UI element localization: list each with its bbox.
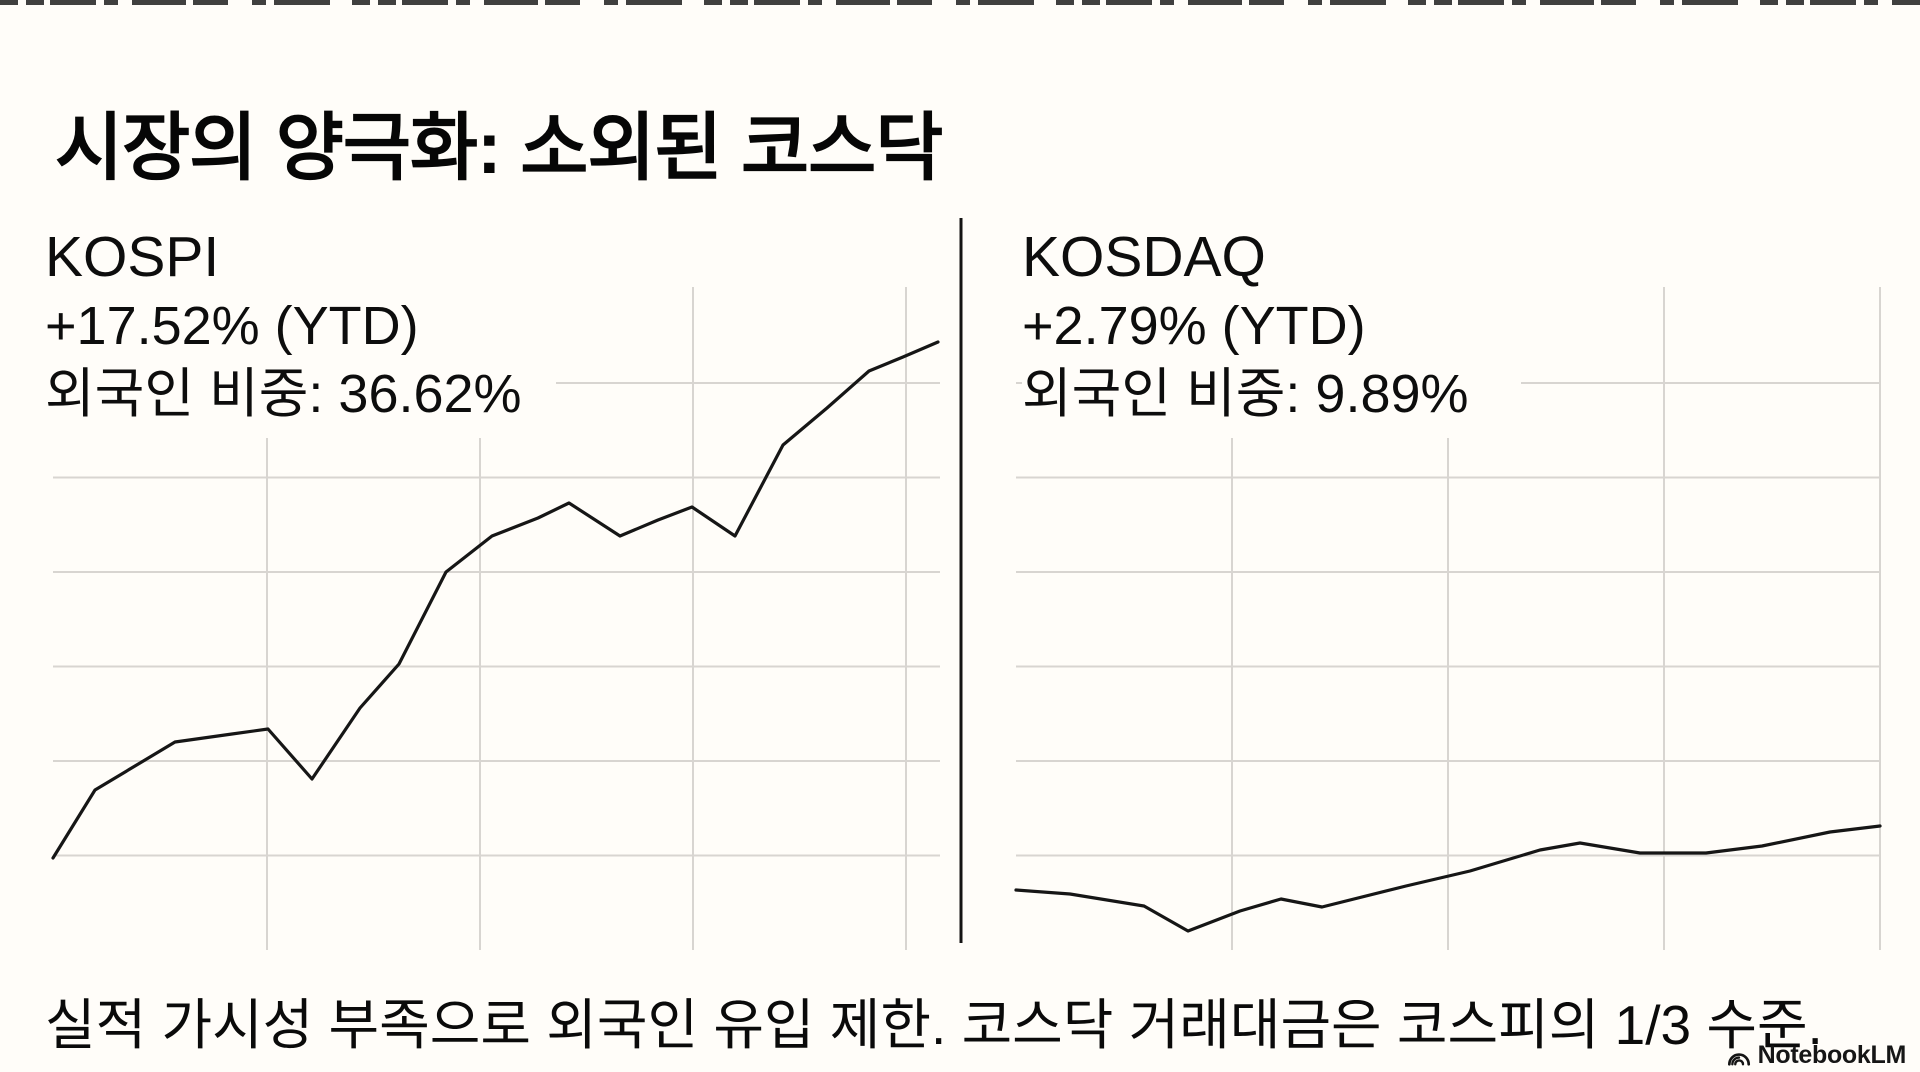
kosdaq-price-line — [1014, 824, 1882, 933]
notebooklm-arch-icon — [1725, 1043, 1752, 1068]
kospi-ytd-change: +17.52% (YTD) — [45, 296, 419, 356]
top-edge-crop-artifact — [0, 0, 1920, 5]
kosdaq-title: KOSDAQ — [1022, 225, 1266, 289]
kosdaq-header: KOSDAQ +2.79% (YTD) 외국인 비중: 9.89% — [1022, 222, 1521, 438]
kospi-title: KOSPI — [45, 225, 220, 289]
kospi-foreign-ownership: 외국인 비중: 36.62% — [45, 364, 522, 424]
kosdaq-ytd-change: +2.79% (YTD) — [1022, 296, 1366, 356]
notebooklm-branding: NotebookLM — [1725, 1041, 1906, 1070]
kospi-header: KOSPI +17.52% (YTD) 외국인 비중: 36.62% — [45, 222, 556, 438]
kosdaq-foreign-ownership: 외국인 비중: 9.89% — [1022, 364, 1469, 424]
bottom-caption: 실적 가시성 부족으로 외국인 유입 제한. 코스닥 거래대금은 코스피의 1/… — [45, 994, 1823, 1056]
page-title: 시장의 양극화: 소외된 코스닥 — [55, 105, 943, 189]
notebooklm-label: NotebookLM — [1757, 1041, 1907, 1069]
kospi-price-line — [51, 340, 940, 860]
